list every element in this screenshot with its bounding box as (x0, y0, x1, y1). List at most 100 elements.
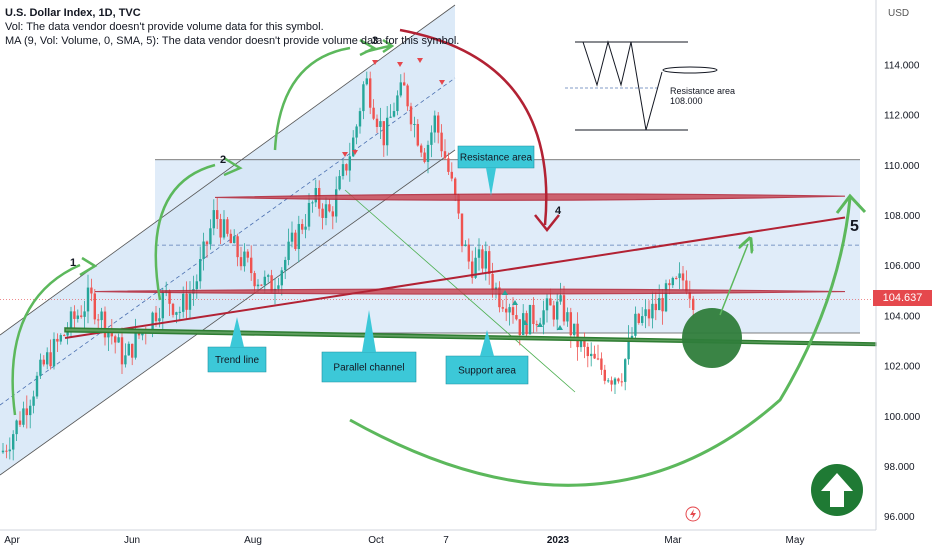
candle-body (35, 375, 39, 397)
candle-body (484, 251, 487, 269)
parallel-channel-callout-label: Parallel channel (333, 363, 404, 374)
candle-body (8, 449, 11, 452)
candle-body (182, 293, 185, 312)
currency-label: USD (888, 8, 909, 19)
candle-body (73, 311, 76, 319)
big-green-arc-head (835, 193, 867, 214)
red-arc (399, 28, 548, 226)
candle-body (42, 359, 45, 365)
candle-body (97, 319, 100, 321)
candle-body (688, 292, 691, 299)
support-area-callout-label: Support area (458, 366, 516, 377)
drawings: 1 2 3 4 5 Resistance area Trend line Parallel c… (11, 28, 877, 522)
candle-body (222, 219, 226, 238)
candle-body (610, 380, 613, 385)
down-marker (352, 150, 358, 155)
candle-body (477, 249, 481, 258)
candle-body (175, 312, 178, 315)
candle-body (437, 115, 440, 133)
down-marker (372, 60, 378, 65)
channel-mid-line (0, 77, 456, 406)
candle-body (352, 137, 355, 157)
candle-body (301, 223, 304, 230)
candle-body (199, 259, 202, 282)
up-marker (522, 320, 528, 325)
candle-body (569, 312, 572, 336)
candle-body (464, 244, 467, 247)
candle-body (552, 305, 555, 320)
candle-body (294, 232, 297, 249)
candle-body (681, 273, 685, 281)
candle-body (651, 303, 654, 319)
candle-body (488, 251, 491, 274)
support-area-callout-tip (480, 330, 494, 356)
legend-title[interactable]: U.S. Dollar Index, 1D, TVC (5, 7, 141, 19)
down-marker (342, 152, 348, 157)
candle-body (566, 312, 569, 322)
candle-body (29, 405, 32, 416)
candle-body (542, 310, 545, 325)
candle-body (624, 359, 627, 382)
candle-body (549, 298, 552, 306)
candle-body (209, 228, 212, 245)
y-tick-label: 100.000 (884, 412, 921, 423)
candle-body (593, 353, 596, 359)
candle-body (311, 202, 314, 204)
candle-body (229, 233, 232, 244)
candle-body (216, 210, 219, 220)
x-axis-ticks[interactable]: Apr Jun Aug Oct 7 2023 Mar May (4, 535, 804, 546)
candle-body (474, 257, 477, 278)
resistance-callout-box (457, 145, 535, 169)
candle-body (399, 82, 402, 96)
candle-body (63, 335, 66, 337)
candle-body (188, 293, 192, 310)
candle-body (253, 273, 256, 287)
up-marker (512, 300, 518, 305)
y-tick-label: 98.000 (884, 462, 915, 473)
sketch-resistance-value: 108.000 (670, 96, 703, 106)
candle-body (460, 213, 464, 247)
candle-body (559, 295, 562, 302)
candle-body (430, 132, 433, 145)
candle-body (365, 78, 368, 85)
candle-body (297, 223, 300, 249)
trend-line-callout-tip (230, 317, 244, 347)
wave-arrow (273, 46, 351, 151)
candle-body (420, 145, 423, 153)
y-axis-ticks[interactable]: 96.000 98.000 100.000 102.000 104.000 106.000… (884, 60, 921, 523)
candle-body (324, 204, 328, 218)
candle-body (668, 283, 671, 286)
candle-body (277, 285, 280, 289)
candle-body (403, 82, 406, 86)
candle-body (86, 287, 90, 312)
candle-body (518, 319, 521, 336)
candle-body (355, 126, 358, 138)
candle-body (341, 164, 345, 177)
candle-body (443, 151, 447, 159)
x-tick-label: May (786, 535, 805, 546)
candle-body (413, 123, 416, 125)
candle-body (528, 304, 532, 335)
x-tick-label: Aug (244, 535, 262, 546)
candle-body (202, 241, 205, 260)
up-badge-arrow-icon (821, 473, 853, 507)
y-tick-label: 104.000 (884, 311, 921, 322)
candle-body (256, 284, 260, 287)
lightning-icon (690, 509, 696, 519)
y-tick-label: 96.000 (884, 512, 915, 523)
red-trendline (64, 216, 846, 339)
candle-body (596, 358, 600, 360)
legend-vol: Vol: The data vendor doesn't provide vol… (5, 21, 324, 33)
down-marker (439, 80, 445, 85)
candle-body (379, 121, 382, 127)
x-tick-label: 7 (443, 535, 449, 546)
candle-body (382, 121, 385, 146)
candle-body (25, 408, 28, 416)
current-price-tag: 104.637 (873, 290, 932, 306)
candle-body (508, 307, 511, 313)
candle-body (440, 132, 443, 152)
wave-arrow-head (359, 38, 377, 57)
candle-body (590, 353, 593, 357)
candle-body (270, 275, 273, 293)
